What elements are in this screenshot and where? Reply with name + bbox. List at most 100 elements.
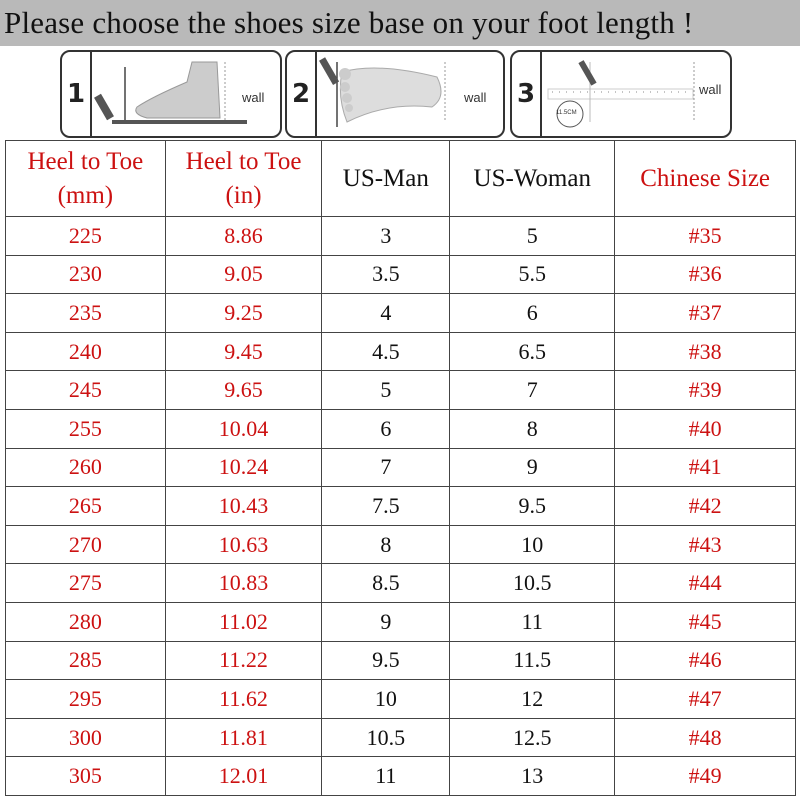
table-cell: #41 — [614, 447, 796, 488]
table-cell: 11.81 — [164, 717, 323, 758]
column-header: US-Man — [321, 140, 451, 217]
table-cell: 230 — [5, 254, 166, 295]
table-cell: 13 — [449, 756, 616, 796]
step-number: 1 — [62, 52, 92, 136]
table-row: 260 10.24 7 9 #41 — [5, 447, 796, 488]
page-banner: Please choose the shoes size base on you… — [0, 0, 800, 46]
table-cell: 11.02 — [164, 601, 323, 642]
table-cell: 275 — [5, 563, 166, 603]
table-cell: 9 — [321, 601, 451, 642]
table-row: 300 11.81 10.5 12.5 #48 — [5, 717, 796, 758]
table-cell: 12 — [449, 679, 616, 719]
table-cell: #49 — [614, 756, 796, 796]
table-cell: 280 — [5, 601, 166, 642]
table-cell: 7.5 — [321, 486, 451, 526]
table-cell: #37 — [614, 293, 796, 333]
wall-label: wall — [464, 90, 487, 105]
table-cell: 9 — [449, 447, 616, 488]
table-cell: 270 — [5, 524, 166, 565]
table-cell: 5 — [449, 216, 616, 256]
table-cell: 9.25 — [164, 293, 323, 333]
table-row: 245 9.65 5 7 #39 — [5, 370, 796, 410]
table-cell: 9.45 — [164, 331, 323, 372]
table-cell: 4.5 — [321, 331, 451, 372]
ruler-label: 11.5CM — [556, 110, 577, 116]
table-row: 240 9.45 4.5 6.5 #38 — [5, 331, 796, 372]
table-cell: 285 — [5, 640, 166, 681]
column-header-line: (mm) — [57, 181, 114, 209]
table-cell: 10.83 — [164, 563, 323, 603]
table-cell: #38 — [614, 331, 796, 372]
table-cell: #47 — [614, 679, 796, 719]
table-cell: 8 — [449, 408, 616, 449]
table-cell: 10 — [321, 679, 451, 719]
table-row: 275 10.83 8.5 10.5 #44 — [5, 563, 796, 603]
table-cell: 8.86 — [164, 216, 323, 256]
table-cell: 10.5 — [321, 717, 451, 758]
table-cell: 3.5 — [321, 254, 451, 295]
table-cell: 9.5 — [321, 640, 451, 681]
table-cell: #48 — [614, 717, 796, 758]
column-header: Heel to Toe (in) — [164, 140, 323, 217]
column-header-line: Heel to Toe — [185, 147, 302, 175]
table-cell: 225 — [5, 216, 166, 256]
table-cell: #44 — [614, 563, 796, 603]
column-header: Heel to Toe (mm) — [5, 140, 166, 217]
table-cell: #40 — [614, 408, 796, 449]
table-cell: 7 — [449, 370, 616, 410]
table-row: 230 9.05 3.5 5.5 #36 — [5, 254, 796, 295]
table-cell: 235 — [5, 293, 166, 333]
step-1-illustration: 1 wall — [60, 50, 282, 138]
table-cell: 9.5 — [449, 486, 616, 526]
table-row: 285 11.22 9.5 11.5 #46 — [5, 640, 796, 681]
table-cell: 10.5 — [449, 563, 616, 603]
table-cell: 300 — [5, 717, 166, 758]
table-cell: 10.04 — [164, 408, 323, 449]
step-number: 2 — [287, 52, 317, 136]
foot-side-icon — [94, 61, 247, 124]
column-header: Chinese Size — [614, 140, 796, 217]
table-row: 225 8.86 3 5 #35 — [5, 216, 796, 256]
table-row: 235 9.25 4 6 #37 — [5, 293, 796, 333]
table-cell: 10.63 — [164, 524, 323, 565]
table-cell: 240 — [5, 331, 166, 372]
table-cell: 12.5 — [449, 717, 616, 758]
step-3-illustration: 3 11.5CM wall — [510, 50, 732, 138]
table-row: 280 11.02 9 11 #45 — [5, 601, 796, 642]
wall-label: wall — [699, 82, 722, 97]
table-cell: 5.5 — [449, 254, 616, 295]
table-cell: 3 — [321, 216, 451, 256]
table-cell: 12.01 — [164, 756, 323, 796]
table-cell: 11 — [449, 601, 616, 642]
column-header-line: US-Woman — [473, 164, 591, 192]
table-cell: 10.43 — [164, 486, 323, 526]
column-header-line: Heel to Toe — [27, 147, 144, 175]
table-cell: 11.62 — [164, 679, 323, 719]
column-header-line: Chinese Size — [640, 164, 771, 192]
table-cell: 11.5 — [449, 640, 616, 681]
table-cell: 10 — [449, 524, 616, 565]
table-cell: 295 — [5, 679, 166, 719]
table-cell: #45 — [614, 601, 796, 642]
step-2-illustration: 2 wall — [285, 50, 505, 138]
column-header-line: US-Man — [342, 164, 429, 192]
foot-top-icon — [319, 57, 446, 127]
column-header-line: (in) — [225, 181, 262, 209]
size-chart-table: Heel to Toe (mm) Heel to Toe (in) US-Man US-W… — [5, 140, 796, 796]
table-row: 305 12.01 11 13 #49 — [5, 756, 796, 796]
table-cell: #46 — [614, 640, 796, 681]
table-cell: 305 — [5, 756, 166, 796]
table-cell: 5 — [321, 370, 451, 410]
table-row: 265 10.43 7.5 9.5 #42 — [5, 486, 796, 526]
table-cell: #36 — [614, 254, 796, 295]
table-cell: #42 — [614, 486, 796, 526]
table-cell: 260 — [5, 447, 166, 488]
table-cell: 10.24 — [164, 447, 323, 488]
table-cell: 265 — [5, 486, 166, 526]
table-row: 255 10.04 6 8 #40 — [5, 408, 796, 449]
table-cell: 245 — [5, 370, 166, 410]
table-cell: 4 — [321, 293, 451, 333]
table-cell: 9.65 — [164, 370, 323, 410]
step-number: 3 — [512, 52, 542, 136]
table-cell: 7 — [321, 447, 451, 488]
